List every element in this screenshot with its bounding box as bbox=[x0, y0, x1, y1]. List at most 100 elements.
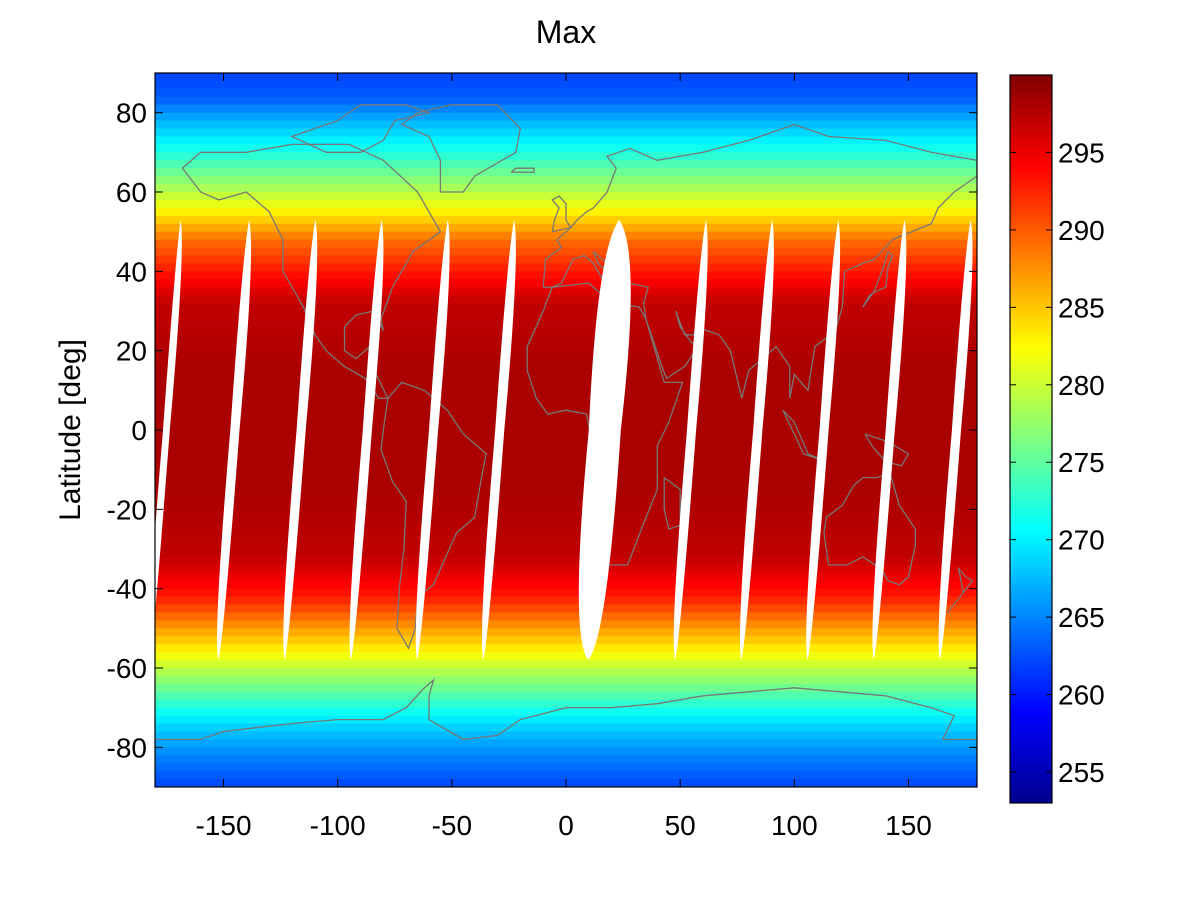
colorbar-tick-label: 260 bbox=[1058, 680, 1105, 711]
missing-data-gap bbox=[155, 219, 182, 613]
heatmap-cell-row bbox=[155, 390, 977, 399]
heatmap-cell-row bbox=[155, 430, 977, 439]
heatmap-cell-row bbox=[155, 715, 977, 725]
coastline-path bbox=[155, 677, 977, 768]
coastline-path bbox=[663, 477, 681, 531]
heatmap-cell-row bbox=[155, 644, 977, 653]
heatmap-cell-row bbox=[155, 168, 977, 177]
heatmap-cell-row bbox=[155, 485, 977, 495]
colorbar-tick-label: 280 bbox=[1058, 370, 1105, 401]
heatmap-cell-row bbox=[155, 747, 977, 756]
heatmap-cell-row bbox=[155, 453, 977, 463]
heatmap-cell-row bbox=[155, 136, 977, 145]
heatmap-cell-row bbox=[155, 366, 977, 376]
plot-area bbox=[155, 73, 977, 787]
heatmap-cell-row bbox=[155, 318, 977, 328]
coastline-path bbox=[551, 195, 572, 233]
heatmap-cell-row bbox=[155, 128, 977, 138]
heatmap-cell-row bbox=[155, 477, 977, 487]
heatmap-cell-row bbox=[155, 564, 977, 574]
heatmap-cell-row bbox=[155, 279, 977, 288]
heatmap-cell-row bbox=[155, 223, 977, 233]
heatmap-cell-row bbox=[155, 398, 977, 407]
x-tick-label: -50 bbox=[432, 810, 472, 841]
heatmap-cell-row bbox=[155, 96, 977, 106]
coastline-path bbox=[290, 104, 432, 153]
colorbar bbox=[1010, 75, 1052, 803]
heatmap-cell-row bbox=[155, 239, 977, 249]
heatmap-cell-row bbox=[155, 461, 977, 471]
heatmap-cell-row bbox=[155, 580, 977, 590]
heatmap-cell-row bbox=[155, 620, 977, 629]
heatmap-cell-row bbox=[155, 231, 977, 241]
heatmap-cell-row bbox=[155, 287, 977, 296]
heatmap-cell-row bbox=[155, 263, 977, 272]
coastline-path bbox=[380, 381, 487, 650]
heatmap-cell-row bbox=[155, 271, 977, 280]
heatmap-cell-row bbox=[155, 731, 977, 740]
heatmap-cell-row bbox=[155, 326, 977, 336]
heatmap-cell-row bbox=[155, 358, 977, 368]
heatmap-cell-row bbox=[155, 493, 977, 502]
missing-data-gap bbox=[872, 219, 907, 661]
heatmap-cell-row bbox=[155, 414, 977, 423]
colorbar-tick-label: 270 bbox=[1058, 525, 1105, 556]
missing-data-gap bbox=[283, 219, 318, 661]
missing-data-gap bbox=[481, 219, 516, 661]
coastline-path bbox=[946, 566, 974, 613]
heatmap-rows bbox=[155, 73, 977, 787]
heatmap-cell-row bbox=[155, 556, 977, 566]
heatmap-cell-row bbox=[155, 120, 977, 130]
heatmap-cell-row bbox=[155, 160, 977, 169]
x-tick-label: 150 bbox=[885, 810, 932, 841]
heatmap-cell-row bbox=[155, 382, 977, 391]
heatmap-cell-row bbox=[155, 247, 977, 257]
x-tick-label: -100 bbox=[310, 810, 366, 841]
heatmap-cell-row bbox=[155, 192, 977, 201]
heatmap-cell-row bbox=[155, 755, 977, 764]
heatmap-cell-row bbox=[155, 374, 977, 383]
heatmap-cell-row bbox=[155, 572, 977, 582]
missing-data-gap bbox=[349, 219, 384, 661]
y-axis-label: Latitude [deg] bbox=[54, 339, 87, 521]
y-tick-label: -60 bbox=[107, 653, 147, 684]
y-tick-label: -40 bbox=[107, 574, 147, 605]
heatmap-cell-row bbox=[155, 152, 977, 161]
heatmap-cell-row bbox=[155, 311, 977, 320]
heatmap-cell-row bbox=[155, 612, 977, 621]
heatmap-cell-row bbox=[155, 350, 977, 360]
coastline-path bbox=[400, 104, 522, 193]
heatmap-cell-row bbox=[155, 437, 977, 447]
heatmap-cell-row bbox=[155, 469, 977, 479]
heatmap-cell-row bbox=[155, 541, 977, 550]
y-tick-label: 20 bbox=[116, 336, 147, 367]
heatmap-cell-row bbox=[155, 445, 977, 455]
coastline-path bbox=[782, 409, 827, 463]
heatmap-cell-row bbox=[155, 422, 977, 431]
y-axis: -80 -60 -40 -20 0 20 40 60 80 bbox=[107, 98, 977, 763]
heatmap-cell-row bbox=[155, 683, 977, 693]
missing-data-gap bbox=[938, 219, 973, 661]
heatmap-cell-row bbox=[155, 509, 977, 518]
colorbar-tick-label: 285 bbox=[1058, 292, 1105, 323]
heatmap-cell-row bbox=[155, 533, 977, 542]
missing-data-gap bbox=[578, 219, 631, 661]
colorbar-tick-label: 290 bbox=[1058, 215, 1105, 246]
heatmap-cell-row bbox=[155, 255, 977, 264]
colorbar-frame bbox=[1009, 74, 1053, 804]
missing-data-gap bbox=[415, 219, 450, 661]
y-tick-label: 40 bbox=[116, 256, 147, 287]
x-tick-label: 0 bbox=[558, 810, 574, 841]
missing-data-gap bbox=[673, 219, 708, 661]
coastline-path bbox=[181, 143, 442, 399]
heatmap-cell-row bbox=[155, 104, 977, 114]
y-tick-label: -20 bbox=[107, 494, 147, 525]
heatmap-cell-row bbox=[155, 699, 977, 709]
coastline-path bbox=[526, 282, 684, 566]
chart-title: Max bbox=[536, 14, 596, 50]
y-tick-label: 60 bbox=[116, 177, 147, 208]
heatmap-cell-row bbox=[155, 176, 977, 185]
heatmap-cell-row bbox=[155, 723, 977, 733]
heatmap-cell-row bbox=[155, 549, 977, 558]
